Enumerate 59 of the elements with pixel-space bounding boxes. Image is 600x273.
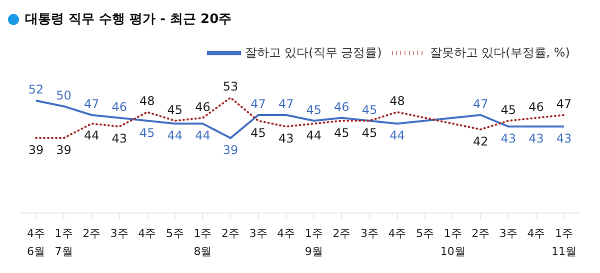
x-tick-label: 3주 [360,227,378,240]
data-label: 44 [306,128,322,143]
data-label: 44 [390,128,405,143]
data-label: 45 [250,126,266,140]
data-label: 46 [334,100,350,114]
data-label: 43 [112,132,128,146]
x-tick-label: 3주 [110,227,128,240]
data-label: 53 [222,80,238,94]
x-tick-label: 1주 9월 [304,227,323,258]
legend-label: 잘못하고 있다(부정률, %) [430,45,570,60]
x-tick-label: 2주 [332,227,351,240]
data-label: 45 [500,102,516,117]
legend-label: 잘하고 있다(직무 긍정률) [244,45,382,60]
data-label: 39 [222,143,238,158]
x-tick-label: 2주 [472,227,490,240]
data-label: 39 [56,143,72,158]
x-tick-label: 1주 10월 [440,227,466,258]
data-label: 44 [195,128,210,143]
x-tick-label: 1주 11월 [552,227,576,258]
data-label: 39 [28,143,44,158]
x-tick-label: 5주 [166,227,184,240]
x-tick-label: 2주 [222,227,240,240]
data-label: 45 [167,102,183,117]
data-label: 47 [472,97,488,111]
x-tick-label: 3주 [249,227,268,240]
data-label: 43 [528,132,544,146]
x-tick-label: 5주 [416,227,434,240]
data-label: 47 [278,97,294,111]
data-label: 45 [362,102,378,117]
x-tick-label: 3주 [499,227,518,240]
data-label: 46 [112,100,128,114]
x-tick-label: 1주 7월 [54,227,73,258]
data-label: 45 [306,102,322,117]
data-label: 47 [84,97,100,111]
x-tick-label: 4주 [527,227,546,240]
data-label: 47 [556,97,572,111]
data-label: 42 [472,134,488,148]
data-label: 43 [556,132,572,146]
data-label: 43 [278,132,294,146]
data-label: 50 [56,88,72,102]
x-tick-label: 2주 [82,227,101,240]
data-label: 43 [500,132,516,146]
x-tick-label: 1주 8월 [194,227,212,258]
chart-title: 대통령 직무 수행 평가 - 최근 20주 [25,11,232,28]
x-tick-label: 4주 6월 [27,227,45,258]
data-label: 52 [28,82,44,97]
data-label: 48 [390,94,405,108]
data-label: 44 [84,128,100,143]
data-label: 46 [528,100,544,114]
data-label: 48 [140,94,155,108]
data-label: 46 [195,100,210,114]
x-tick-label: 4주 [388,227,406,240]
data-label: 45 [140,126,155,140]
data-label: 44 [167,128,183,143]
x-tick-label: 4주 [138,227,156,240]
x-tick-label: 4주 [277,227,296,240]
data-label: 45 [362,126,378,140]
data-label: 47 [250,97,266,111]
data-label: 45 [334,126,350,140]
